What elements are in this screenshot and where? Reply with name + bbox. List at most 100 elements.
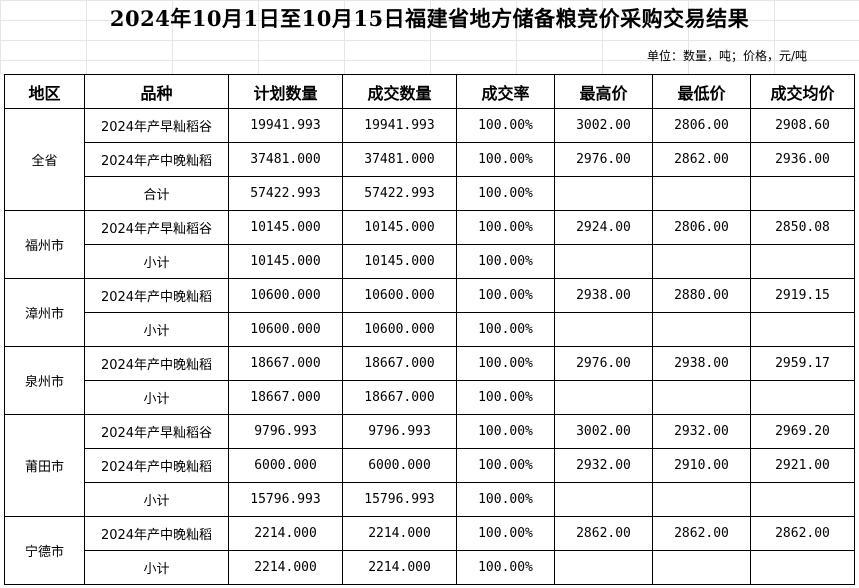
cell-max-price: [554, 244, 653, 279]
cell-planned: 10145.000: [228, 210, 343, 245]
cell-min-price: 2806.00: [652, 210, 751, 245]
cell-variety: 合计: [84, 176, 229, 211]
cell-planned: 10145.000: [228, 244, 343, 279]
cell-avg-price: 2969.20: [750, 414, 855, 449]
cell-traded: 10145.000: [342, 244, 457, 279]
cell-rate: 100.00%: [456, 142, 555, 177]
cell-traded: 19941.993: [342, 108, 457, 143]
cell-avg-price: [750, 244, 855, 279]
cell-min-price: 2910.00: [652, 448, 751, 483]
cell-variety: 2024年产早籼稻谷: [84, 108, 229, 143]
cell-planned: 57422.993: [228, 176, 343, 211]
header-min-price: 最低价: [652, 74, 751, 109]
cell-region: 福州市: [4, 210, 85, 279]
table-row: 2024年产中晚籼稻 6000.000 6000.000 100.00% 2932.00…: [5, 448, 855, 483]
cell-max-price: 3002.00: [554, 108, 653, 143]
results-table: 地区 品种 计划数量 成交数量 成交率 最高价 最低价 成交均价 全省 2024年…: [4, 74, 855, 585]
cell-planned: 6000.000: [228, 448, 343, 483]
cell-avg-price: 2862.00: [750, 516, 855, 551]
cell-variety: 小计: [84, 380, 229, 415]
page-title: 2024年10月1日至10月15日福建省地方储备粮竞价采购交易结果: [109, 6, 750, 31]
cell-planned: 18667.000: [228, 346, 343, 381]
cell-max-price: 2976.00: [554, 346, 653, 381]
cell-avg-price: [750, 380, 855, 415]
cell-min-price: [652, 244, 751, 279]
cell-planned: 2214.000: [228, 516, 343, 551]
cell-variety: 2024年产中晚籼稻: [84, 516, 229, 551]
header-max-price: 最高价: [554, 74, 653, 109]
cell-avg-price: 2908.60: [750, 108, 855, 143]
cell-max-price: [554, 176, 653, 211]
cell-max-price: 2932.00: [554, 448, 653, 483]
cell-avg-price: [750, 550, 855, 585]
cell-rate: 100.00%: [456, 244, 555, 279]
cell-variety: 2024年产中晚籼稻: [84, 346, 229, 381]
header-region: 地区: [4, 74, 85, 109]
unit-note: 单位：数量，吨；价格，元/吨: [646, 49, 807, 63]
cell-variety: 2024年产中晚籼稻: [84, 142, 229, 177]
cell-region: 漳州市: [4, 278, 85, 347]
cell-avg-price: 2919.15: [750, 278, 855, 313]
table-row: 小计 2214.000 2214.000 100.00%: [5, 550, 855, 585]
cell-planned: 2214.000: [228, 550, 343, 585]
table-row: 小计 10145.000 10145.000 100.00%: [5, 244, 855, 279]
cell-traded: 10600.000: [342, 312, 457, 347]
cell-variety: 2024年产早籼稻谷: [84, 210, 229, 245]
table-row: 小计 10600.000 10600.000 100.00%: [5, 312, 855, 347]
cell-rate: 100.00%: [456, 482, 555, 517]
cell-max-price: 2976.00: [554, 142, 653, 177]
cell-min-price: [652, 312, 751, 347]
cell-variety: 2024年产中晚籼稻: [84, 278, 229, 313]
cell-avg-price: 2959.17: [750, 346, 855, 381]
cell-variety: 小计: [84, 550, 229, 585]
cell-max-price: [554, 482, 653, 517]
table-row: 福州市 2024年产早籼稻谷 10145.000 10145.000 100.00% 29…: [4, 210, 855, 279]
cell-traded: 57422.993: [342, 176, 457, 211]
cell-traded: 37481.000: [342, 142, 457, 177]
cell-variety: 小计: [84, 482, 229, 517]
cell-traded: 10600.000: [342, 278, 457, 313]
cell-planned: 37481.000: [228, 142, 343, 177]
cell-min-price: 2880.00: [652, 278, 751, 313]
cell-planned: 9796.993: [228, 414, 343, 449]
cell-rate: 100.00%: [456, 380, 555, 415]
cell-min-price: [652, 550, 751, 585]
cell-region: 全省: [4, 108, 85, 211]
cell-min-price: [652, 380, 751, 415]
cell-min-price: 2862.00: [652, 516, 751, 551]
cell-planned: 10600.000: [228, 312, 343, 347]
table-row: 小计 18667.000 18667.000 100.00%: [5, 380, 855, 415]
header-planned: 计划数量: [228, 74, 343, 109]
cell-max-price: [554, 550, 653, 585]
cell-max-price: 3002.00: [554, 414, 653, 449]
cell-avg-price: 2850.08: [750, 210, 855, 245]
table-row: 泉州市 2024年产中晚籼稻 18667.000 18667.000 100.00% 29…: [4, 346, 855, 415]
header-variety: 品种: [84, 74, 229, 109]
cell-planned: 10600.000: [228, 278, 343, 313]
header-traded: 成交数量: [342, 74, 457, 109]
cell-rate: 100.00%: [456, 312, 555, 347]
cell-avg-price: 2921.00: [750, 448, 855, 483]
cell-avg-price: [750, 176, 855, 211]
cell-min-price: 2938.00: [652, 346, 751, 381]
cell-rate: 100.00%: [456, 414, 555, 449]
cell-rate: 100.00%: [456, 550, 555, 585]
cell-planned: 15796.993: [228, 482, 343, 517]
cell-avg-price: [750, 482, 855, 517]
table-row: 宁德市 2024年产中晚籼稻 2214.000 2214.000 100.00% 2862…: [4, 516, 855, 585]
cell-min-price: 2862.00: [652, 142, 751, 177]
header-avg-price: 成交均价: [750, 74, 855, 109]
cell-traded: 18667.000: [342, 346, 457, 381]
cell-traded: 10145.000: [342, 210, 457, 245]
cell-planned: 19941.993: [228, 108, 343, 143]
cell-rate: 100.00%: [456, 108, 555, 143]
header-rate: 成交率: [456, 74, 555, 109]
cell-traded: 18667.000: [342, 380, 457, 415]
cell-traded: 9796.993: [342, 414, 457, 449]
table-row: 合计 57422.993 57422.993 100.00%: [5, 176, 855, 211]
cell-rate: 100.00%: [456, 448, 555, 483]
cell-variety: 2024年产早籼稻谷: [84, 414, 229, 449]
cell-rate: 100.00%: [456, 210, 555, 245]
cell-max-price: [554, 380, 653, 415]
spreadsheet-gridlines: [0, 0, 859, 74]
